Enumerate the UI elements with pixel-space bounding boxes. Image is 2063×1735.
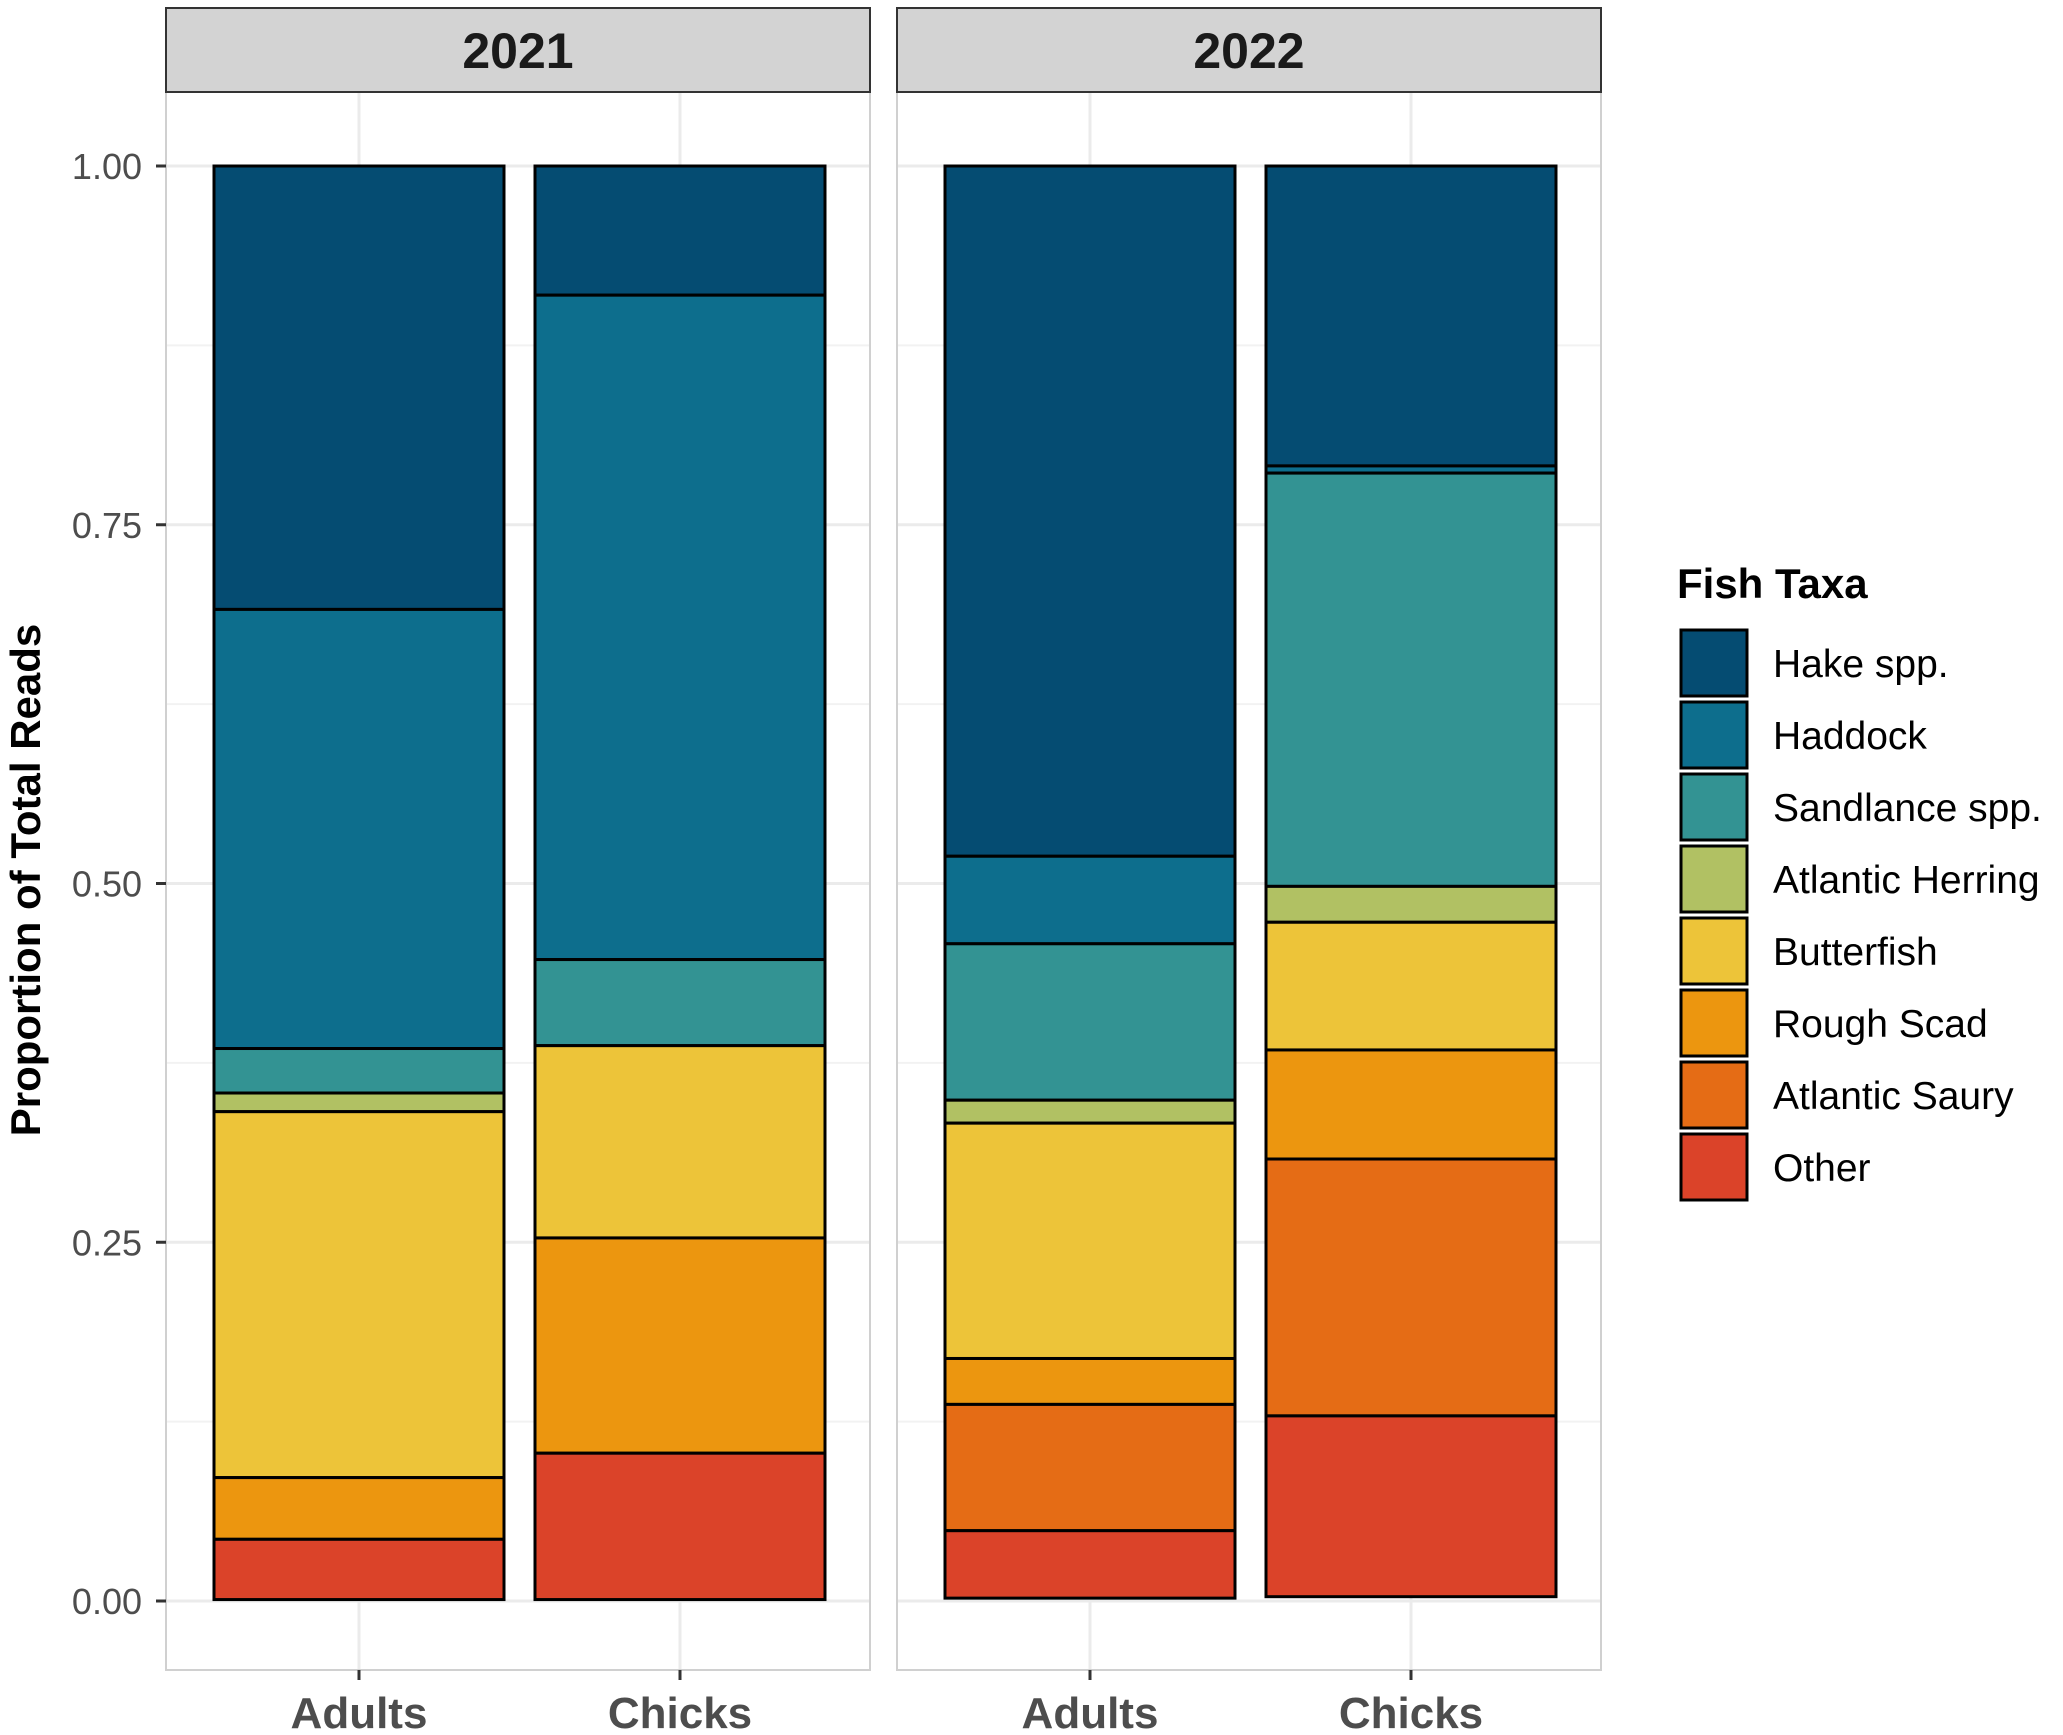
legend-key [1679, 628, 1749, 698]
bar-segment [212, 1110, 506, 1480]
facet-strip-label: 2022 [1193, 23, 1304, 79]
legend-label: Atlantic Saury [1773, 1075, 2014, 1118]
bar-segment [212, 1047, 506, 1095]
y-tick-label: 0.50 [72, 864, 142, 905]
legend-label: Atlantic Herring [1773, 859, 2040, 902]
bar-segment [212, 607, 506, 1051]
x-tick-label: Chicks [1339, 1689, 1483, 1735]
legend-key [1679, 916, 1749, 986]
bar-segment [1264, 884, 1558, 924]
bar-segment [533, 1451, 827, 1602]
legend-label: Butterfish [1773, 931, 1938, 974]
bar-segment [1264, 920, 1558, 1052]
bar-segment [212, 164, 506, 611]
bar-segment [212, 1091, 506, 1114]
legend-label: Rough Scad [1773, 1003, 1988, 1046]
bar-segment [943, 854, 1237, 946]
legend-title: Fish Taxa [1677, 560, 1868, 607]
legend-label: Haddock [1773, 715, 1927, 758]
legend: Fish Taxa Hake spp. Haddock Sandlance spp.… [1677, 560, 2042, 1202]
y-tick-label: 0.00 [72, 1581, 142, 1622]
bar-segment [212, 1476, 506, 1541]
legend-label: Sandlance spp. [1773, 787, 2042, 830]
x-tick-label: Adults [291, 1689, 428, 1735]
facet-strip [896, 7, 1602, 93]
bar-segment [943, 1098, 1237, 1125]
bar-segment [1264, 164, 1558, 468]
legend-key [1679, 988, 1749, 1058]
bar-segment [1264, 1157, 1558, 1418]
bar-segment [533, 1044, 827, 1240]
bar-segment [1264, 1414, 1558, 1599]
legend-key [1679, 772, 1749, 842]
facet-strip [165, 7, 871, 93]
bar-segment [943, 164, 1237, 858]
bar-stack-2022-adults [943, 164, 1237, 1600]
bar-segment [533, 293, 827, 962]
legend-key [1679, 700, 1749, 770]
y-tick-label: 0.25 [72, 1222, 142, 1263]
y-axis-title: Proportion of Total Reads [2, 624, 49, 1137]
facet-panel-2022: 2022 Adults Chicks [896, 7, 1602, 1735]
bar-segment [533, 164, 827, 297]
x-tick-label: Chicks [608, 1689, 752, 1735]
x-tick-label: Adults [1022, 1689, 1159, 1735]
legend-label: Hake spp. [1773, 643, 1949, 686]
legend-key [1679, 1060, 1749, 1130]
facet-panel-2021: 2021 Adults Chicks [165, 7, 871, 1735]
legend-key [1679, 844, 1749, 914]
y-tick-label: 1.00 [72, 146, 142, 187]
bar-segment [943, 1121, 1237, 1360]
y-tick-label: 0.75 [72, 505, 142, 546]
bar-segment [943, 942, 1237, 1102]
bar-stack-2022-chicks [1264, 164, 1558, 1599]
bar-segment [533, 1236, 827, 1455]
legend-key [1679, 1132, 1749, 1202]
bar-stack-2021-adults [212, 164, 506, 1602]
bar-segment [943, 1356, 1237, 1406]
bar-segment [1264, 1048, 1558, 1161]
facet-strip-label: 2021 [462, 23, 573, 79]
bar-segment [943, 1529, 1237, 1600]
bar-segment [1264, 471, 1558, 888]
bar-segment [212, 1537, 506, 1602]
bar-segment [533, 958, 827, 1048]
legend-label: Other [1773, 1147, 1871, 1190]
bar-stack-2021-chicks [533, 164, 827, 1602]
bar-segment [943, 1402, 1237, 1533]
